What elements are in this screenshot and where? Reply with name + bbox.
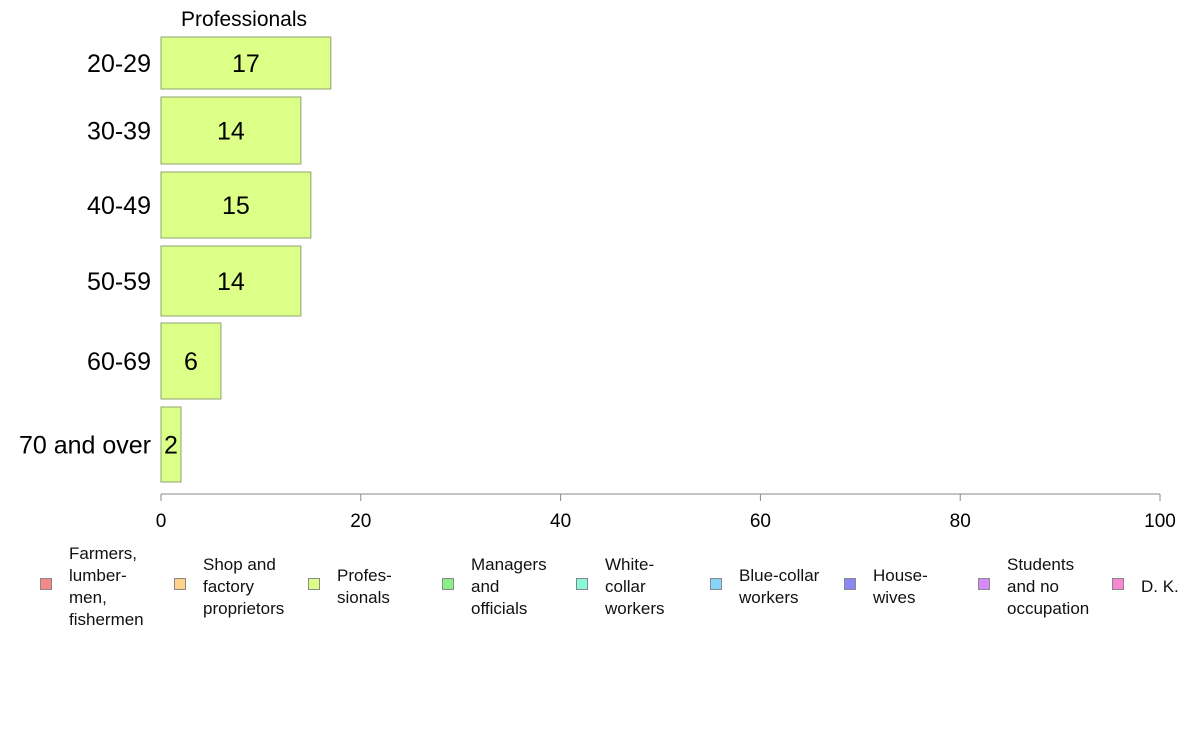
legend-label: Shop and factory proprietors xyxy=(203,555,285,618)
bar-value-label: 6 xyxy=(184,348,198,376)
category-label: 50-59 xyxy=(87,268,151,296)
legend-label: Farmers, lumber- men, fishermen xyxy=(69,544,144,629)
x-tick-label: 80 xyxy=(950,511,971,532)
legend-item: White- collar workers xyxy=(576,554,665,620)
legend-label: Profes- sionals xyxy=(337,566,392,607)
bar xyxy=(160,36,332,90)
x-tick-label: 100 xyxy=(1144,511,1176,532)
bar-value-label: 14 xyxy=(217,268,245,296)
x-tick-label: 60 xyxy=(750,511,771,532)
category-label: 30-39 xyxy=(87,118,151,146)
bar-value-label: 2 xyxy=(164,432,178,460)
legend-swatch xyxy=(442,578,454,590)
legend-swatch xyxy=(576,578,588,590)
bar xyxy=(160,245,302,317)
bar xyxy=(160,171,312,239)
legend-item: House- wives xyxy=(844,554,928,609)
bar xyxy=(160,96,302,165)
legend-item: Farmers, lumber- men, fishermen xyxy=(40,544,144,631)
legend-item: Profes- sionals xyxy=(308,554,392,609)
bar-value-label: 17 xyxy=(232,50,260,78)
category-label: 60-69 xyxy=(87,348,151,376)
legend-item: Shop and factory proprietors xyxy=(174,554,284,620)
legend-item: Blue-collar workers xyxy=(710,554,819,609)
x-tick-label: 20 xyxy=(350,511,371,532)
legend-label: House- wives xyxy=(873,566,928,607)
bar-value-label: 14 xyxy=(217,118,245,146)
legend-swatch xyxy=(174,578,186,590)
legend-swatch xyxy=(844,578,856,590)
legend-swatch xyxy=(978,578,990,590)
legend-item: Students and no occupation xyxy=(978,554,1089,620)
legend-label: D. K. xyxy=(1141,577,1179,596)
legend-swatch xyxy=(1112,578,1124,590)
legend-label: Blue-collar workers xyxy=(739,566,820,607)
category-label: 70 and over xyxy=(19,432,151,460)
legend-swatch xyxy=(710,578,722,590)
chart-title: Professionals xyxy=(181,8,307,31)
legend-swatch xyxy=(308,578,320,590)
legend-label: Managers and officials xyxy=(471,555,547,618)
legend-item: D. K. xyxy=(1112,554,1179,598)
bar-value-label: 15 xyxy=(222,192,250,220)
x-tick-label: 40 xyxy=(550,511,571,532)
legend-swatch xyxy=(40,578,52,590)
bar xyxy=(160,322,222,400)
category-label: 20-29 xyxy=(87,50,151,78)
category-label: 40-49 xyxy=(87,192,151,220)
chart-legend: Farmers, lumber- men, fishermen Shop and … xyxy=(40,544,1188,634)
legend-label: Students and no occupation xyxy=(1007,555,1090,618)
bar xyxy=(160,406,182,483)
legend-label: White- collar workers xyxy=(605,555,665,618)
x-tick-label: 0 xyxy=(156,511,167,532)
legend-item: Managers and officials xyxy=(442,554,547,620)
